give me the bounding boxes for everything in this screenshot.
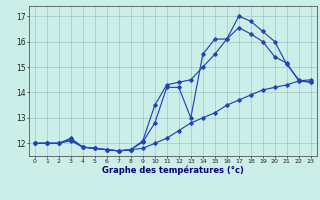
X-axis label: Graphe des températures (°c): Graphe des températures (°c) bbox=[102, 165, 244, 175]
